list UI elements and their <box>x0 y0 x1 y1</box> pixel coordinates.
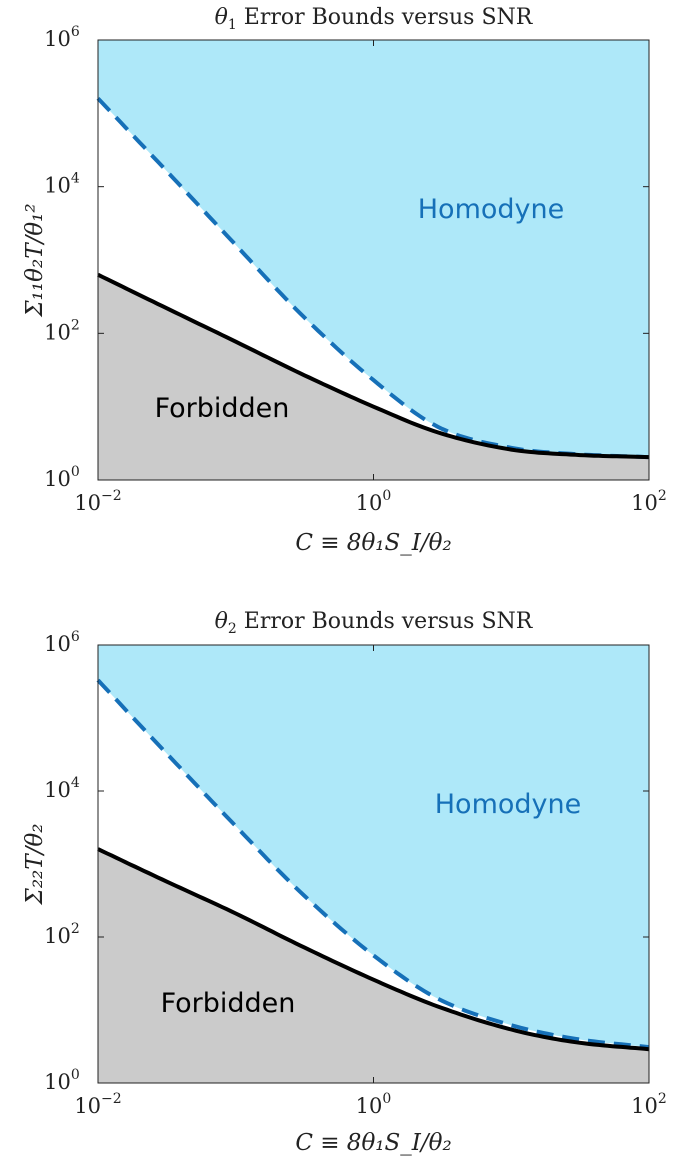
y-axis-label: Σ₁₁θ₂T/θ₁² <box>22 203 48 317</box>
y-tick-label: 100 <box>44 464 80 491</box>
forbidden-region <box>98 274 649 480</box>
y-tick-label: 104 <box>44 775 80 802</box>
region-label-forbidden: Forbidden <box>161 988 296 1019</box>
x-tick-label: 100 <box>356 488 392 515</box>
y-tick-label: 102 <box>44 317 80 344</box>
y-tick-label: 104 <box>44 171 80 198</box>
x-tick-label: 100 <box>356 1091 392 1118</box>
forbidden-region <box>98 849 649 1083</box>
x-tick-label: 102 <box>631 488 667 515</box>
x-tick-label: 102 <box>631 1091 667 1118</box>
homodyne-region <box>98 40 649 458</box>
x-axis-label: C ≡ 8θ₁S_I/θ₂ <box>295 1130 451 1156</box>
chart-title: θ2 Error Bounds versus SNR <box>215 609 534 637</box>
region-label-homodyne: Homodyne <box>418 194 564 225</box>
y-tick-label: 100 <box>44 1067 80 1094</box>
y-tick-label: 102 <box>44 921 80 948</box>
homodyne-curve <box>96 678 650 1050</box>
x-tick-label: 10−2 <box>74 488 121 515</box>
y-tick-label: 106 <box>44 24 80 51</box>
lower-bound-curve <box>97 847 650 1052</box>
region-label-homodyne: Homodyne <box>435 789 581 820</box>
lower-bound-curve <box>97 272 650 460</box>
homodyne-region <box>98 645 649 1048</box>
y-axis-label: Σ₂₂T/θ₂ <box>22 824 48 906</box>
homodyne-curve <box>96 97 650 460</box>
chart-title: θ1 Error Bounds versus SNR <box>215 5 534 33</box>
region-label-forbidden: Forbidden <box>155 393 290 424</box>
y-tick-label: 106 <box>44 629 80 656</box>
x-tick-label: 10−2 <box>74 1091 121 1118</box>
x-axis-label: C ≡ 8θ₁S_I/θ₂ <box>295 530 451 556</box>
